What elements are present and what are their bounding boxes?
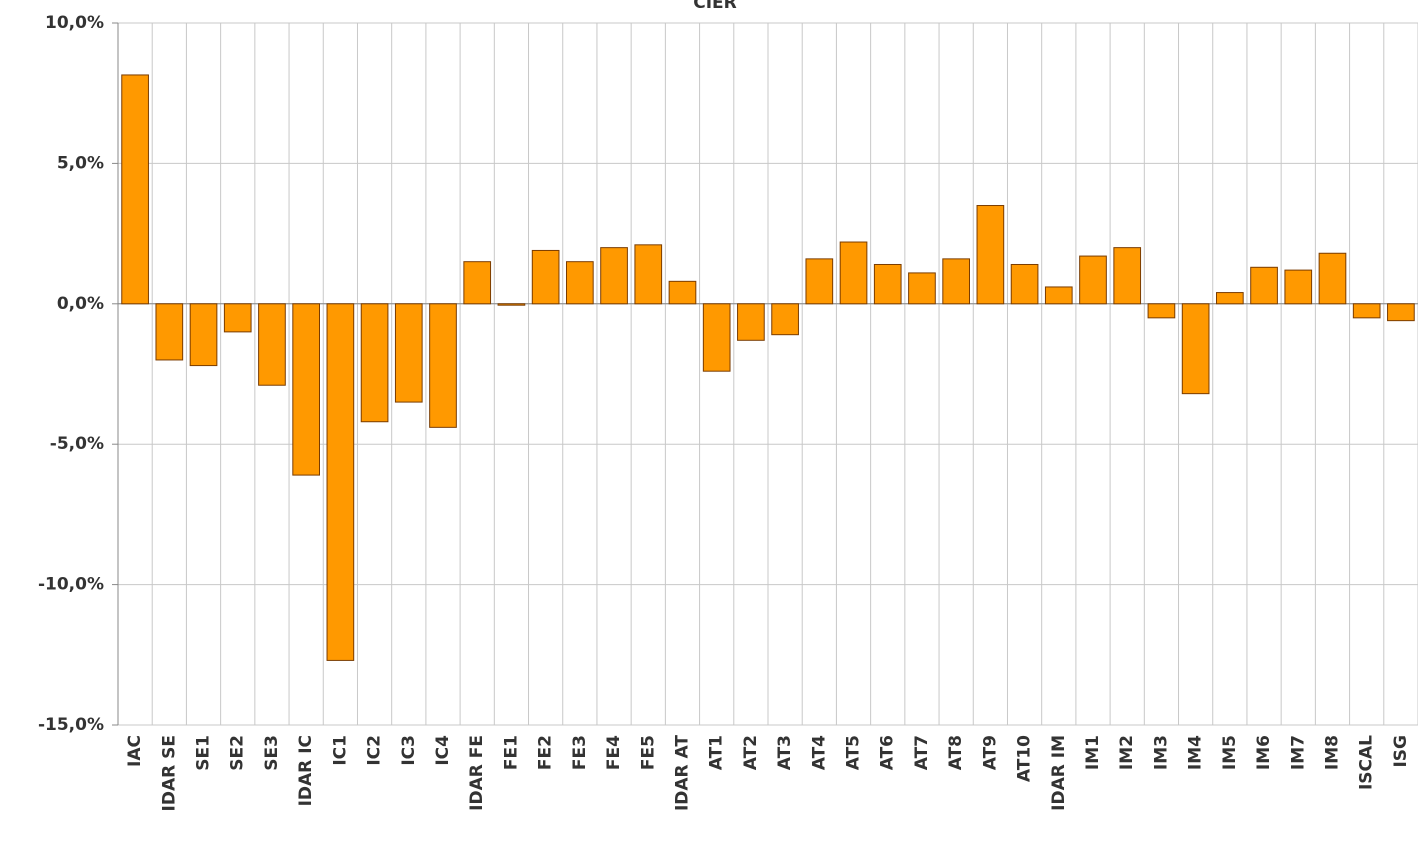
x-tick-label: IDAR FE [467, 735, 487, 811]
bar [326, 303, 355, 661]
bar [839, 241, 868, 305]
bar [497, 303, 526, 306]
x-tick-label: SE2 [228, 735, 248, 771]
x-tick-label: AT1 [707, 735, 727, 770]
bar [1318, 252, 1347, 305]
x-tick-label: AT10 [1015, 735, 1035, 782]
x-tick-label: IC4 [433, 735, 453, 766]
x-tick-label: IDAR AT [672, 735, 692, 811]
y-tick-label: 0,0% [57, 294, 104, 314]
bar [805, 258, 834, 305]
x-tick-label: FE5 [638, 735, 658, 770]
x-tick-label: IAC [125, 735, 145, 767]
bar [908, 272, 936, 305]
bar [223, 303, 252, 333]
x-tick-label: AT6 [878, 735, 898, 770]
x-tick-label: AT9 [980, 735, 1000, 770]
bar [531, 249, 560, 305]
x-tick-label: ISCAL [1357, 735, 1377, 790]
chart-title: CIER [693, 0, 737, 13]
x-tick-label: SE3 [262, 735, 282, 771]
x-tick-label: AT5 [844, 735, 864, 770]
x-tick-label: IDAR IM [1049, 735, 1069, 811]
bar [292, 303, 321, 476]
bar [634, 244, 663, 305]
bar [1181, 303, 1210, 395]
x-tick-label: FE1 [501, 735, 521, 770]
bar [771, 303, 799, 336]
x-tick-label: ISG [1391, 735, 1411, 768]
bar [429, 303, 457, 428]
x-tick-label: IC2 [365, 735, 385, 766]
y-tick-label: 5,0% [57, 153, 104, 173]
x-tick-label: AT8 [946, 735, 966, 770]
x-tick-label: IM2 [1117, 735, 1137, 770]
bar [1387, 303, 1415, 322]
bar [360, 303, 389, 423]
x-tick-label: AT4 [809, 735, 829, 770]
bar [668, 280, 697, 305]
bar [702, 303, 731, 372]
bar [1079, 255, 1107, 305]
x-tick-label: IM4 [1186, 735, 1206, 770]
bar [189, 303, 218, 367]
x-tick-label: SE1 [194, 735, 214, 771]
x-tick-label: AT2 [741, 735, 761, 770]
x-tick-label: IM5 [1220, 735, 1240, 770]
x-tick-label: IM1 [1083, 735, 1103, 770]
bar [463, 261, 492, 305]
bar [1352, 303, 1381, 319]
bar [1010, 263, 1039, 305]
x-tick-label: IM8 [1322, 735, 1342, 770]
bar [737, 303, 765, 341]
bar [566, 261, 594, 305]
bar [394, 303, 423, 403]
x-tick-label: FE3 [570, 735, 590, 770]
y-tick-label: -10,0% [38, 575, 104, 595]
x-tick-label: IC1 [330, 735, 350, 766]
bar [1147, 303, 1176, 319]
bar [873, 263, 902, 305]
bar [1216, 292, 1244, 305]
bar [942, 258, 971, 305]
bar [976, 205, 1005, 305]
x-tick-label: IM6 [1254, 735, 1274, 770]
x-tick-label: IM3 [1151, 735, 1171, 770]
x-tick-label: FE2 [536, 735, 556, 770]
x-tick-label: IDAR IC [296, 735, 316, 806]
y-tick-label: -5,0% [50, 434, 104, 454]
bar [1284, 269, 1313, 305]
x-tick-label: FE4 [604, 735, 624, 770]
bar [258, 303, 286, 386]
x-tick-label: IC3 [399, 735, 419, 766]
bar [600, 247, 628, 305]
x-tick-label: IDAR SE [159, 735, 179, 811]
x-tick-label: IM7 [1288, 735, 1308, 770]
bar [1250, 266, 1278, 305]
y-tick-label: 10,0% [45, 13, 104, 33]
bar [1044, 286, 1073, 305]
bar [1113, 247, 1142, 305]
y-tick-label: -15,0% [38, 715, 104, 735]
x-tick-label: AT7 [912, 735, 932, 770]
x-tick-label: AT3 [775, 735, 795, 770]
bar [121, 74, 149, 305]
bar [155, 303, 184, 361]
